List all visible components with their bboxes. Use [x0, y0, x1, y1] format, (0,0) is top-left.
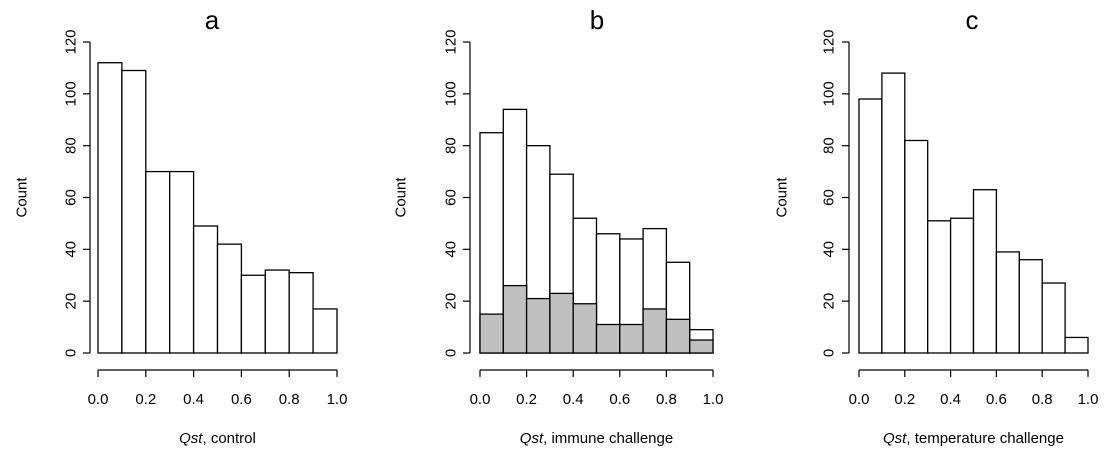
x-tick-label: 0.6	[986, 391, 1007, 408]
histogram-bar	[881, 72, 906, 354]
histogram-bar	[549, 292, 574, 354]
y-tick-label: 40	[821, 241, 838, 258]
y-tick-label: 80	[821, 137, 838, 154]
histogram-panel-b: 0 20 40 60 80 100 120 0.0 0.2 0.4 0.6 0.8 1.0 b Count Q…	[393, 5, 724, 447]
y-tick-label: 120	[443, 29, 460, 54]
y-tick-label: 120	[821, 29, 838, 54]
y-tick-label: 20	[821, 293, 838, 310]
x-tick-label: 0.4	[940, 391, 961, 408]
histogram-bar	[240, 274, 266, 354]
histogram-bar	[572, 303, 598, 354]
panel-title-c: c	[966, 5, 979, 35]
histogram-bar	[665, 318, 691, 354]
histogram-panel-a: 0 20 40 60 80 100 120 0.0 0.2 0.4 0.6 0.8 1.0 a Count Q…	[14, 5, 348, 447]
y-tick-label: 80	[63, 137, 80, 154]
histogram-bar	[479, 313, 504, 354]
histogram-bar	[904, 139, 929, 354]
y-axis-label: Count	[14, 177, 31, 218]
y-axis-label: Count	[393, 177, 410, 218]
x-axis-label: Qst, temperature challenge	[883, 430, 1064, 447]
x-axis-label-text: , temperature challenge	[906, 430, 1064, 447]
histogram-bar	[216, 243, 243, 354]
histogram-bar	[121, 69, 147, 354]
x-tick-label: 1.0	[1078, 391, 1099, 408]
x-tick-label: 0.8	[656, 391, 677, 408]
y-tick-label: 20	[63, 293, 80, 310]
x-axis-label-text: , immune challenge	[543, 430, 673, 447]
histogram-bar	[288, 272, 314, 354]
y-tick-label: 60	[63, 189, 80, 206]
y-tick-label: 80	[443, 137, 460, 154]
y-tick-label: 40	[443, 241, 460, 258]
histogram-bar	[972, 189, 998, 354]
x-tick-label: 0.8	[279, 391, 300, 408]
histogram-bar	[595, 323, 621, 354]
x-axis-label-symbol: Qst	[520, 430, 544, 447]
histogram-bar	[1018, 259, 1043, 354]
y-tick-label: 0	[821, 349, 838, 357]
y-tick-label: 60	[443, 189, 460, 206]
histogram-bar	[525, 297, 551, 354]
y-tick-label: 0	[63, 349, 80, 357]
x-tick-label: 0.2	[135, 391, 156, 408]
histogram-bar	[1064, 336, 1089, 354]
y-tick-label: 20	[443, 293, 460, 310]
x-tick-label: 1.0	[327, 391, 348, 408]
x-axis-label: Qst, control	[179, 430, 256, 447]
panel-title-a: a	[205, 5, 220, 35]
x-tick-label: 0.4	[183, 391, 204, 408]
histogram-bar	[1041, 282, 1066, 354]
x-tick-label: 0.0	[470, 391, 491, 408]
histogram-bar	[145, 170, 171, 354]
histogram-bar	[689, 339, 714, 354]
histogram-bar	[995, 251, 1020, 354]
y-tick-label: 40	[63, 241, 80, 258]
x-tick-label: 0.0	[849, 391, 870, 408]
y-tick-label: 100	[63, 81, 80, 106]
y-tick-label: 100	[821, 81, 838, 106]
x-tick-label: 0.8	[1032, 391, 1053, 408]
x-axis-label: Qst, immune challenge	[520, 430, 673, 447]
x-tick-label: 0.4	[563, 391, 584, 408]
histogram-bar	[192, 225, 219, 354]
x-tick-label: 1.0	[703, 391, 724, 408]
panel-title-b: b	[590, 5, 604, 35]
histogram-bar	[642, 308, 668, 354]
histogram-bar	[312, 308, 338, 354]
y-tick-label: 60	[821, 189, 838, 206]
x-axis-label-symbol: Qst	[179, 430, 203, 447]
x-tick-label: 0.2	[894, 391, 915, 408]
histogram-panel-c: 0 20 40 60 80 100 120 0.0 0.2 0.4 0.6 0.8 1.0 c Count Q…	[774, 5, 1099, 447]
histogram-bar	[858, 98, 883, 354]
y-tick-label: 120	[63, 29, 80, 54]
y-axis-label: Count	[774, 177, 791, 218]
histogram-bar	[97, 62, 123, 354]
y-tick-label: 100	[443, 81, 460, 106]
y-tick-label: 0	[443, 349, 460, 357]
histogram-bar	[502, 284, 528, 354]
x-axis-label-text: , control	[202, 430, 255, 447]
x-tick-label: 0.6	[231, 391, 252, 408]
x-axis-label-symbol: Qst	[883, 430, 907, 447]
x-tick-label: 0.2	[516, 391, 537, 408]
x-tick-label: 0.0	[88, 391, 109, 408]
histogram-bar	[169, 170, 195, 354]
histogram-bar	[927, 220, 952, 354]
histogram-bar	[619, 323, 644, 354]
x-tick-label: 0.6	[609, 391, 630, 408]
histogram-bar	[949, 217, 975, 354]
histogram-bar	[264, 269, 290, 354]
